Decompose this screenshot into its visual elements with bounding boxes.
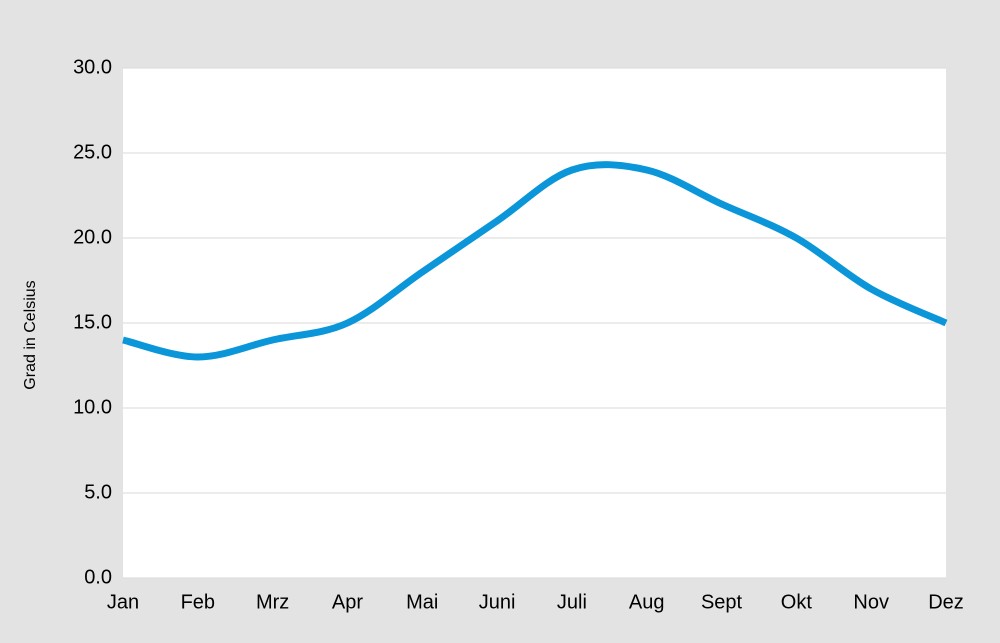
y-tick-label: 5.0 [84,481,112,503]
x-tick-label: Sept [701,591,743,613]
x-tick-label: Juli [557,591,587,613]
x-tick-label: Nov [853,591,889,613]
x-tick-label: Mrz [256,591,289,613]
y-tick-label: 25.0 [73,141,112,163]
y-axis-label: Grad in Celsius [22,280,39,389]
y-tick-label: 0.0 [84,566,112,588]
x-tick-label: Apr [332,591,363,613]
x-tick-label: Mai [406,591,438,613]
y-tick-label: 15.0 [73,311,112,333]
y-tick-label: 20.0 [73,226,112,248]
x-tick-label: Juni [479,591,516,613]
x-tick-label: Dez [928,591,964,613]
x-tick-label: Jan [107,591,139,613]
y-tick-label: 30.0 [73,56,112,78]
x-tick-label: Okt [781,591,813,613]
line [122,161,948,361]
x-tick-label: Aug [629,591,665,613]
y-tick-label: 10.0 [73,396,112,418]
x-tick-label: Feb [181,591,215,613]
